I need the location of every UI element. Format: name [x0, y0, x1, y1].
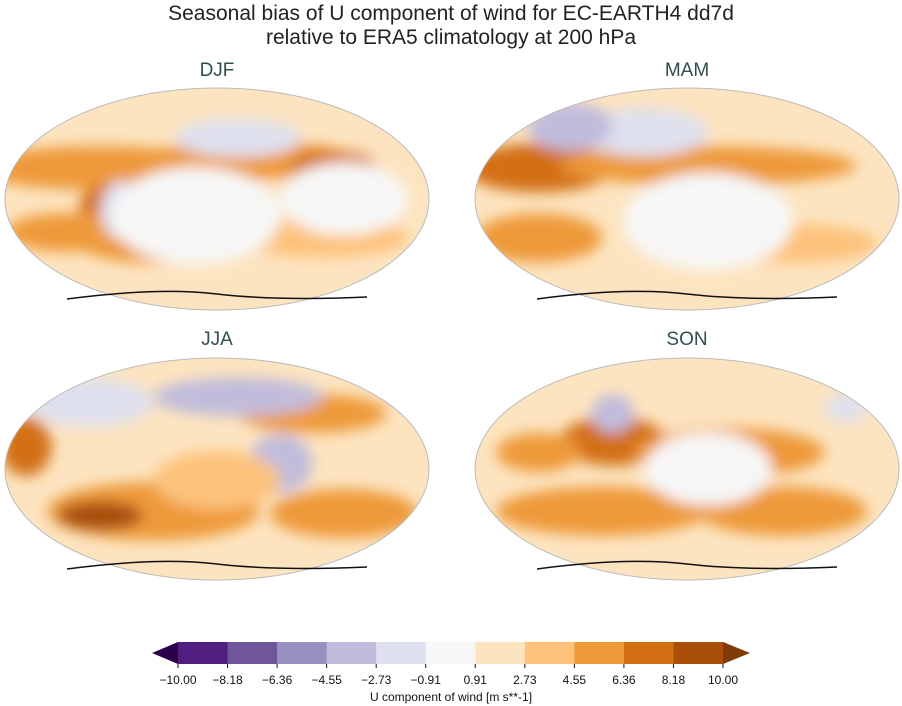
- colorbar-segment: [227, 642, 278, 664]
- colorbar-segment: [524, 642, 575, 664]
- coastline: [536, 560, 838, 570]
- colorbar-segment: [673, 642, 724, 664]
- map-panel-djf: [4, 87, 430, 311]
- bias-region: [591, 393, 634, 434]
- map-panel-mam: [474, 87, 900, 311]
- figure-title-line2: relative to ERA5 climatology at 200 hPa: [265, 26, 637, 49]
- colorbar-tick-label: −8.18: [212, 673, 243, 687]
- map-panel-son: [474, 357, 900, 581]
- colorbar-tick-label: 4.55: [562, 673, 587, 687]
- colorbar-segment: [425, 642, 476, 664]
- bias-region: [475, 143, 613, 193]
- bias-region: [581, 107, 709, 157]
- coastline: [66, 290, 368, 300]
- colorbar-segment: [623, 642, 674, 664]
- colorbar: [152, 642, 750, 668]
- colorbar-segment: [475, 642, 526, 664]
- colorbar-tick-label: −2.73: [360, 673, 392, 687]
- bias-region: [644, 432, 772, 506]
- colorbar-tick-label: −10.00: [159, 673, 197, 687]
- bias-region: [5, 417, 52, 477]
- map-border: [474, 357, 900, 581]
- bias-region: [496, 432, 581, 472]
- bias-region: [26, 377, 154, 427]
- bias-region: [270, 488, 419, 538]
- bias-region: [153, 377, 323, 417]
- coastline: [536, 290, 838, 300]
- colorbar-tick-label: −6.36: [261, 673, 293, 687]
- panel-title-son: SON: [666, 329, 708, 350]
- bias-region: [475, 213, 603, 263]
- bias-region: [58, 500, 143, 531]
- colorbar-extend-low: [152, 642, 178, 664]
- bias-region: [824, 393, 868, 423]
- map-border: [4, 87, 430, 311]
- bias-region: [153, 450, 281, 510]
- colorbar-segment: [277, 642, 328, 664]
- coastline: [66, 560, 368, 570]
- colorbar-segment: [376, 642, 427, 664]
- colorbar-segment: [574, 642, 625, 664]
- bias-region: [496, 486, 709, 536]
- map-border: [474, 87, 900, 311]
- colorbar-tick-label: 8.18: [661, 673, 686, 687]
- colorbar-tick-label: −0.91: [410, 673, 441, 687]
- bias-region: [528, 102, 613, 152]
- panel-title-mam: MAM: [664, 60, 710, 81]
- colorbar-tick-label: −4.55: [311, 673, 342, 687]
- colorbar-tick-label: 0.91: [463, 673, 487, 687]
- panel-title-djf: DJF: [199, 60, 235, 81]
- colorbar-segment: [326, 642, 377, 664]
- colorbar-tick-label: 2.73: [513, 673, 537, 687]
- map-panel-jja: [4, 357, 430, 581]
- colorbar-extend-high: [723, 642, 750, 664]
- colorbar-tick-label: 6.36: [612, 673, 636, 687]
- colorbar-segment: [178, 642, 229, 664]
- bias-region: [174, 118, 302, 158]
- bias-region: [111, 166, 281, 265]
- figure-title-line1: Seasonal bias of U component of wind for…: [168, 2, 734, 25]
- colorbar-label: U component of wind [m s**-1]: [369, 690, 533, 704]
- bias-region: [623, 172, 793, 271]
- panel-title-jja: JJA: [201, 329, 233, 350]
- map-border: [4, 357, 430, 581]
- colorbar-tick-label: 10.00: [707, 673, 739, 687]
- bias-region: [280, 162, 408, 236]
